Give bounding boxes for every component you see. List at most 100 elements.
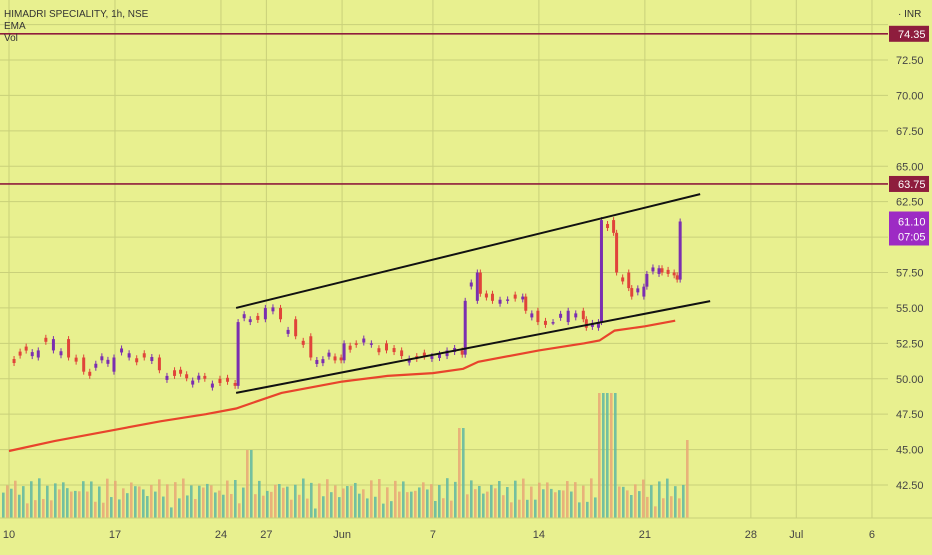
volume-bar <box>186 495 189 518</box>
volume-bar <box>414 490 417 518</box>
volume-bar <box>658 481 661 518</box>
volume-bar <box>502 495 505 518</box>
candle-body <box>551 322 555 324</box>
volume-bar <box>102 502 105 518</box>
y-axis: 72.50 70.00 67.50 65.00 62.50 57.50 55.00 52.50… <box>888 0 932 550</box>
candle-body <box>536 310 540 323</box>
volume-bar <box>286 486 289 518</box>
ema-line-group <box>8 319 676 453</box>
volume-bar <box>326 479 329 518</box>
volume-bar <box>622 486 625 518</box>
volume-bar <box>354 482 357 518</box>
volume-bar <box>682 484 685 518</box>
x-tick-label: 24 <box>215 529 227 541</box>
volume-bar <box>610 393 613 518</box>
candle-body <box>248 319 252 323</box>
candle-body <box>294 319 298 337</box>
x-axis: 10 17 24 27 Jun 7 14 21 28 Jul 6 <box>0 517 932 550</box>
volume-bar <box>386 487 389 518</box>
volume-bar <box>158 479 161 518</box>
candle-body <box>236 322 240 386</box>
x-tick-label: 7 <box>430 529 436 541</box>
volume-bar <box>454 481 457 518</box>
candle-body <box>203 375 207 379</box>
candle-body <box>112 357 116 372</box>
volume-bar <box>162 496 165 518</box>
candle-body <box>596 322 600 328</box>
candle-body <box>490 293 494 301</box>
volume-bar <box>678 498 681 518</box>
grid-lines <box>0 0 888 518</box>
volume-bar <box>254 494 257 518</box>
price-label-text: 74.35 <box>898 29 926 41</box>
channel-lower-line <box>235 300 711 394</box>
volume-bar <box>666 478 669 518</box>
volume-bar <box>630 495 633 518</box>
volume-bar <box>50 500 53 518</box>
candle-body <box>36 350 40 358</box>
x-tick-label: 14 <box>533 529 545 541</box>
volume-bar <box>226 480 229 518</box>
volume-bar <box>250 450 253 518</box>
legend-ema[interactable]: EMA <box>4 21 26 32</box>
candle-body <box>51 339 55 351</box>
volume-bar <box>214 492 217 518</box>
volume-bar <box>482 493 485 518</box>
volume-bar <box>534 499 537 518</box>
candle-body <box>263 307 267 320</box>
y-axis-bg <box>888 0 932 550</box>
candle-body <box>157 357 161 371</box>
volume-bar <box>118 499 121 518</box>
volume-bar <box>410 491 413 518</box>
candle-body <box>279 307 283 320</box>
candle-body <box>581 310 585 320</box>
last-price-text: 61.10 <box>898 217 926 229</box>
volume-bar <box>166 484 169 518</box>
volume-bar <box>374 496 377 518</box>
volume-bar <box>142 489 145 518</box>
candle-body <box>478 272 482 294</box>
price-label-text: 63.75 <box>898 179 926 191</box>
volume-bar <box>398 491 401 518</box>
candle-body <box>400 350 404 357</box>
volume-bar <box>574 482 577 518</box>
candle-body <box>430 356 434 359</box>
candle-body <box>233 383 237 386</box>
volume-bar <box>302 478 305 518</box>
volume-bar <box>346 486 349 518</box>
volume-bar <box>586 501 589 518</box>
volume-bar <box>578 502 581 518</box>
volume-bar <box>66 488 69 518</box>
volume-bar <box>494 488 497 518</box>
volume-bar <box>510 502 513 518</box>
x-tick-label: 21 <box>639 529 651 541</box>
volume-bar <box>314 508 317 518</box>
volume-bar <box>486 491 489 518</box>
volume-bar <box>366 498 369 518</box>
volume-bar <box>650 485 653 518</box>
legend-vol[interactable]: Vol <box>4 33 18 44</box>
volume-bar <box>198 485 201 518</box>
volume-bar <box>318 483 321 518</box>
volume-bar <box>590 478 593 518</box>
volume-bar <box>34 500 37 518</box>
volume-bar <box>194 499 197 518</box>
legend-symbol[interactable]: HIMADRI SPECIALITY, 1h, NSE <box>4 9 149 20</box>
volume-bar <box>358 493 361 518</box>
volume-bar <box>190 485 193 518</box>
volume-bar <box>382 503 385 518</box>
y-tick-label: 65.00 <box>896 161 924 173</box>
volume-bar <box>546 482 549 518</box>
ema-line <box>8 319 676 453</box>
candle-body <box>521 296 525 300</box>
volume-bar <box>430 484 433 518</box>
candle-body <box>82 357 86 372</box>
volume-bar <box>154 491 157 518</box>
volume-bar <box>642 479 645 518</box>
volume-bar <box>322 496 325 518</box>
volume-bar <box>466 494 469 518</box>
volume-bar <box>290 499 293 518</box>
x-tick-label: 10 <box>3 529 15 541</box>
